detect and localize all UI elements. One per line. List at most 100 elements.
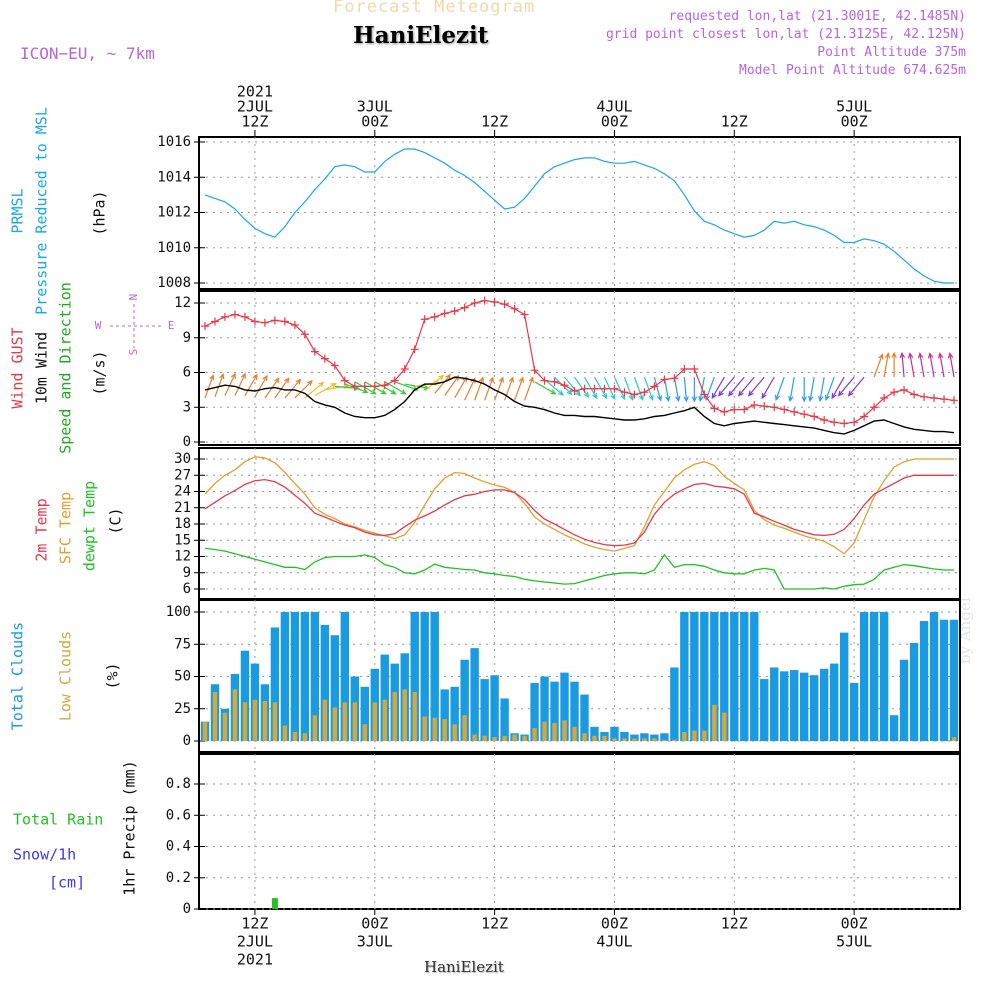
- wind-gust-marker: [940, 395, 949, 404]
- top-time-label: 2JUL: [237, 98, 273, 116]
- model-label: ICON−EU, ~ 7km: [20, 44, 155, 63]
- wind-barb: [761, 376, 775, 399]
- total-cloud-bar: [859, 612, 869, 741]
- bottom-time-label: 4JUL: [596, 933, 632, 951]
- wind-gust-marker: [890, 388, 899, 397]
- wind-gust-marker: [670, 374, 679, 383]
- wind-gust-line: [204, 300, 955, 425]
- wind-barb: [474, 377, 484, 401]
- wind-gust-marker: [240, 312, 249, 321]
- total-cloud-bar: [320, 624, 330, 741]
- wind-gust-marker: [680, 365, 689, 374]
- sfc-temp-line: [204, 456, 954, 555]
- precipitation-tick-label: 0: [183, 901, 191, 917]
- wind-barb-head: [899, 351, 906, 359]
- wind-barb-head: [575, 390, 581, 397]
- low-cloud-bar: [282, 725, 288, 741]
- wind-barb-head: [808, 395, 814, 403]
- wind-gust-marker: [740, 405, 749, 414]
- wind-gust-marker: [480, 296, 489, 305]
- wind-barb-head: [219, 372, 225, 380]
- wind-barb: [593, 376, 607, 399]
- wind-10m-line: [204, 376, 955, 435]
- wind-gust-marker: [660, 375, 669, 384]
- low-cloud-bar: [202, 721, 208, 741]
- total-clouds-label: Total Clouds: [9, 622, 27, 730]
- wind-barb: [831, 376, 845, 399]
- low-cloud-bar: [302, 733, 308, 741]
- wind-barb-head: [602, 392, 608, 400]
- total-cloud-bar: [380, 654, 389, 741]
- wind-barb-head: [711, 392, 717, 400]
- low-cloud-bar: [622, 738, 627, 741]
- total-cloud-bar: [919, 621, 929, 741]
- wind-barb-head: [847, 390, 854, 397]
- low-cloud-bar: [292, 731, 298, 741]
- wind-barb-head: [380, 389, 387, 395]
- total-cloud-bar: [899, 659, 909, 741]
- wind-tick-label: 0: [183, 434, 191, 450]
- low-cloud-bar: [692, 730, 697, 741]
- wind-gust-marker: [430, 312, 439, 321]
- low-cloud-bar: [212, 691, 218, 741]
- wind-barb-head: [508, 376, 514, 383]
- bottom-time-label: 5JUL: [836, 933, 872, 951]
- low-cloud-bar: [662, 739, 667, 741]
- wind-barb: [514, 377, 524, 401]
- wind-barb: [254, 375, 268, 398]
- low-cloud-bar: [322, 699, 328, 741]
- total-cloud-bar: [560, 672, 569, 741]
- wind-barb: [873, 354, 883, 378]
- wind-barb-head: [295, 378, 302, 385]
- low-cloud-bar: [262, 701, 268, 741]
- low-cloud-bar: [542, 721, 547, 741]
- low-cloud-bar: [442, 719, 447, 741]
- wind-barb: [819, 377, 825, 401]
- low-cloud-bar: [362, 724, 367, 741]
- pressure-tick-label: 1008: [157, 275, 191, 291]
- temperature-tick-label: 18: [174, 516, 191, 532]
- total-cloud-bar: [570, 681, 579, 741]
- wind-barb: [524, 377, 534, 401]
- wind-barb-head: [937, 352, 944, 359]
- temperature-tick-label: 6: [183, 581, 191, 597]
- bottom-time-label: 00Z: [601, 915, 628, 933]
- total-cloud-bar: [620, 731, 629, 741]
- wind-barb-head: [566, 389, 573, 396]
- dewpoint-line: [204, 547, 954, 590]
- wind-barb-head: [240, 372, 246, 379]
- compass-south: S: [127, 349, 140, 356]
- total-cloud-bar: [770, 667, 779, 741]
- wind-gust-marker: [810, 412, 819, 421]
- compass-east: E: [168, 319, 175, 332]
- precipitation-tick-label: 0.2: [166, 870, 191, 886]
- low-cloud-bar: [522, 735, 527, 741]
- wind-barb-head: [884, 352, 891, 359]
- wind-barb: [444, 375, 459, 397]
- total-cloud-bar: [949, 619, 959, 741]
- wind-barb-head: [330, 382, 337, 389]
- wind-gust-marker: [200, 322, 209, 331]
- wind-gust-marker: [460, 303, 469, 312]
- pressure-tick-label: 1012: [157, 205, 191, 221]
- total-cloud-bar: [290, 612, 300, 741]
- low-cloud-bar: [612, 738, 617, 741]
- wind-tick-label: 12: [174, 295, 191, 311]
- wind-barb-head: [947, 352, 954, 359]
- low-clouds-label: Low Clouds: [57, 631, 75, 721]
- wind-barb: [663, 377, 670, 401]
- wind-gust-marker: [500, 300, 509, 309]
- clouds-tick-label: 50: [174, 669, 191, 685]
- wind-gust-marker: [260, 318, 269, 327]
- low-cloud-bar: [352, 702, 357, 741]
- wind-barb: [603, 376, 616, 400]
- bottom-time-label: 12Z: [241, 915, 268, 933]
- bottom-time-label: 3JUL: [357, 933, 393, 951]
- top-time-label: 00Z: [601, 113, 628, 131]
- wind-barb-head: [891, 351, 897, 358]
- low-cloud-bar: [412, 691, 417, 741]
- wind-barb: [653, 376, 662, 401]
- low-cloud-bar: [342, 702, 348, 741]
- low-cloud-bar: [572, 726, 577, 741]
- wind-gust-marker: [610, 384, 619, 393]
